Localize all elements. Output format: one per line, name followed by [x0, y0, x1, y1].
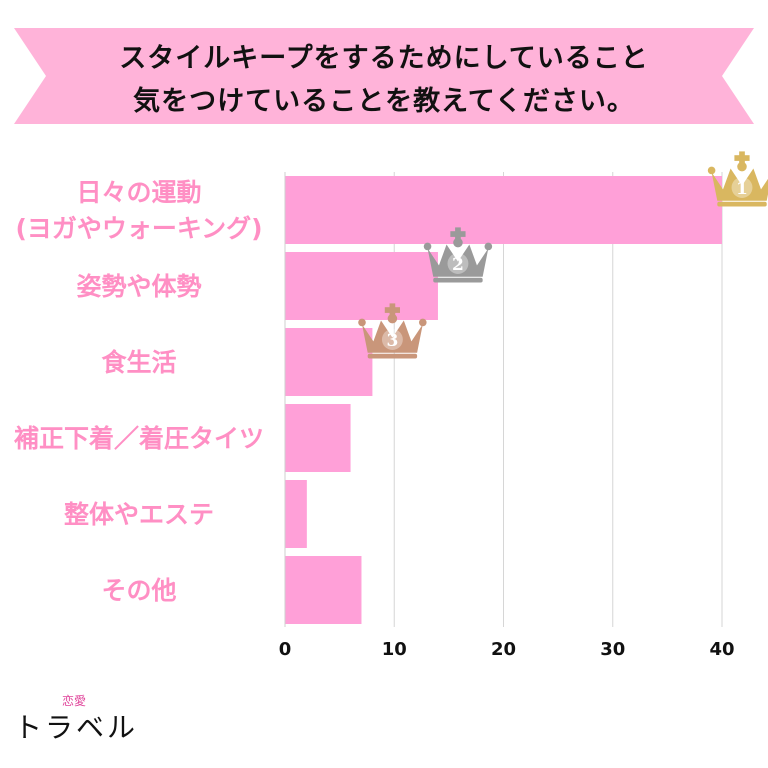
- bar-0: [285, 176, 722, 244]
- category-label-4: 整体やエステ: [64, 500, 214, 529]
- rank-crown-icon-2: 2: [423, 227, 493, 283]
- svg-text:3: 3: [386, 331, 398, 351]
- category-label-0-1: (ヨガやウォーキング): [15, 214, 262, 243]
- bar-3: [285, 404, 351, 472]
- category-label-3: 補正下着／着圧タイツ: [13, 424, 264, 453]
- x-tick-label-2: 20: [491, 639, 516, 660]
- category-label-2: 食生活: [101, 348, 176, 377]
- bar-2: [285, 328, 373, 396]
- x-tick-label-3: 30: [600, 639, 625, 660]
- chart-title-line-1: スタイルキープをするためにしていること: [119, 43, 649, 74]
- title-banner: [14, 28, 754, 124]
- rank-crown-icon-1: 1: [707, 151, 768, 207]
- bar-5: [285, 556, 362, 624]
- logo-small-text: 恋愛: [62, 694, 87, 708]
- x-tick-label-0: 0: [279, 639, 292, 660]
- svg-text:2: 2: [452, 255, 464, 275]
- svg-text:1: 1: [736, 179, 748, 199]
- logo-main-text: トラベル: [14, 711, 139, 744]
- chart-title-line-2: 気をつけていることを教えてください。: [133, 86, 635, 117]
- title-banner-shape: [14, 28, 754, 124]
- bar-1: [285, 252, 438, 320]
- rank-crown-icon-3: 3: [358, 303, 427, 359]
- x-tick-label-1: 10: [382, 639, 407, 660]
- bar-chart: 日々の運動 (ヨガやウォーキング) 姿勢や体勢食生活補正下着／着圧タイツ整体やエステ…: [12, 151, 768, 660]
- bar-4: [285, 480, 307, 548]
- category-label-5: その他: [101, 576, 176, 605]
- x-tick-label-4: 40: [709, 639, 734, 660]
- brand-logo: 恋愛 トラベル: [14, 692, 154, 752]
- category-label-1: 姿勢や体勢: [76, 272, 201, 301]
- category-label-0-0: 日々の運動: [76, 178, 201, 207]
